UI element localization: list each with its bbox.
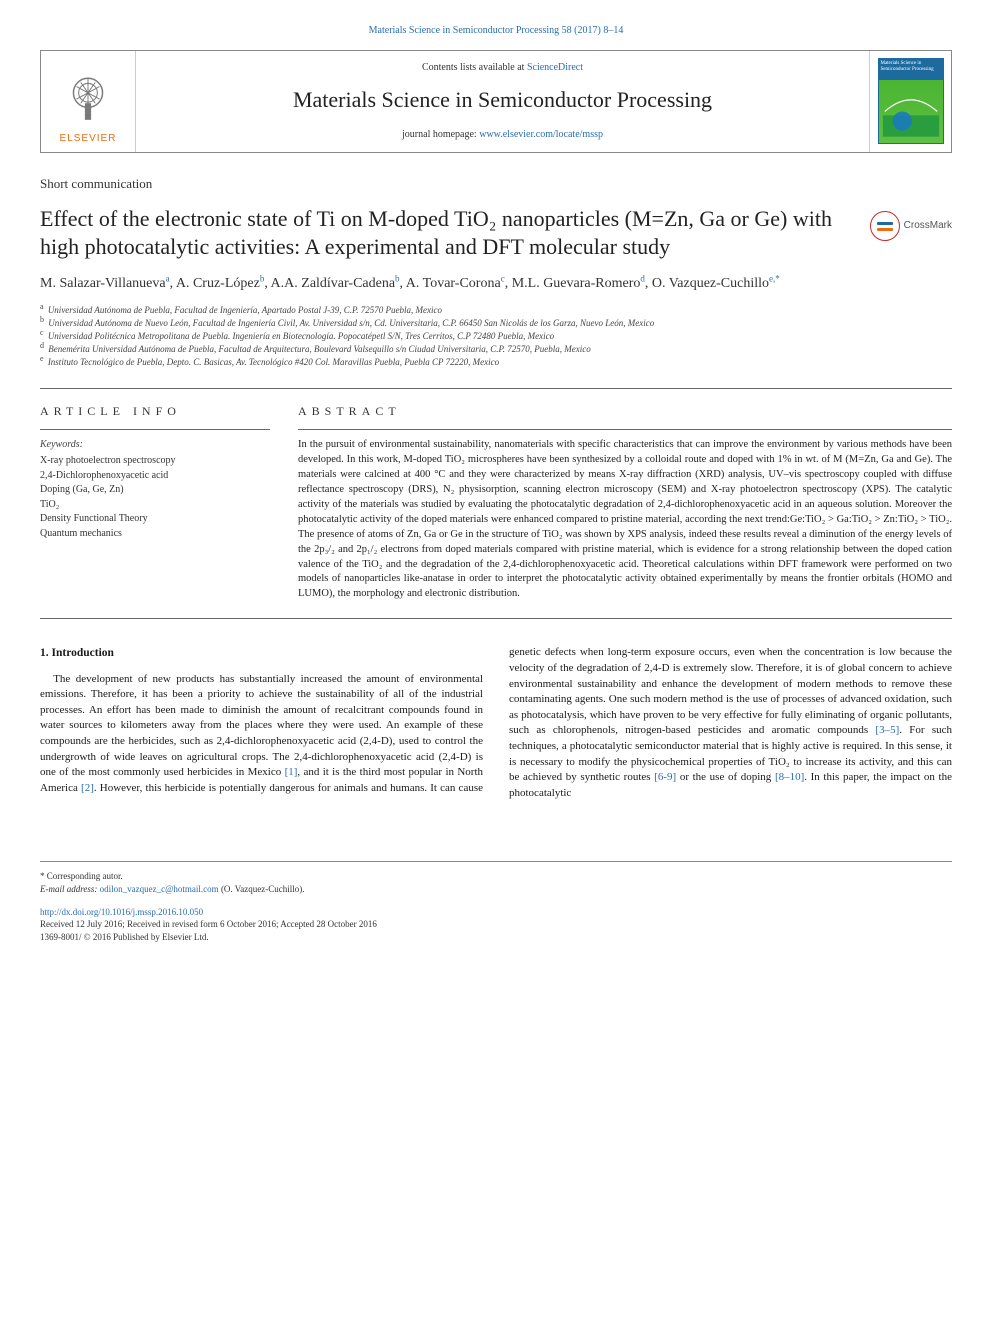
keyword-item: Doping (Ga, Ge, Zn) [40, 483, 270, 498]
abstract-heading: ABSTRACT [298, 403, 952, 420]
citation-link[interactable]: [3–5] [875, 724, 899, 736]
keyword-item: Density Functional Theory [40, 512, 270, 527]
author-list: M. Salazar-Villanuevaa, A. Cruz-Lópezb, … [40, 273, 952, 294]
keyword-item: Quantum mechanics [40, 527, 270, 542]
article-history: Received 12 July 2016; Received in revis… [40, 918, 952, 931]
crossmark-icon [870, 211, 900, 241]
running-head: Materials Science in Semiconductor Proce… [40, 24, 952, 38]
journal-header: ELSEVIER Contents lists available at Sci… [40, 50, 952, 153]
abstract-text: In the pursuit of environmental sustaina… [298, 438, 952, 602]
article-title: Effect of the electronic state of Ti on … [40, 205, 856, 261]
affiliation-line: d Benemérita Universidad Autónoma de Pue… [40, 343, 952, 356]
journal-cover-thumbnail: Materials Science in Semiconductor Proce… [878, 58, 944, 144]
keywords-list: X-ray photoelectron spectroscopy2,4-Dich… [40, 454, 270, 541]
contents-prefix: Contents lists available at [422, 62, 527, 73]
keyword-item: X-ray photoelectron spectroscopy [40, 454, 270, 469]
cover-thumb-block: Materials Science in Semiconductor Proce… [869, 51, 951, 152]
email-link[interactable]: odilon_vazquez_c@hotmail.com [100, 884, 219, 894]
cover-art [879, 80, 943, 143]
affiliation-line: e Instituto Tecnológico de Puebla, Depto… [40, 356, 952, 369]
email-label: E-mail address: [40, 884, 100, 894]
article-info-column: ARTICLE INFO Keywords: X-ray photoelectr… [40, 403, 270, 603]
homepage-line: journal homepage: www.elsevier.com/locat… [402, 128, 603, 142]
copyright-line: 1369-8001/ © 2016 Published by Elsevier … [40, 931, 952, 944]
homepage-prefix: journal homepage: [402, 129, 479, 140]
doi-link[interactable]: http://dx.doi.org/10.1016/j.mssp.2016.10… [40, 907, 203, 917]
keyword-item: TiO₂ [40, 498, 270, 513]
contents-available-line: Contents lists available at ScienceDirec… [422, 61, 583, 75]
article-type-label: Short communication [40, 175, 952, 193]
affiliation-line: c Universidad Politécnica Metropolitana … [40, 330, 952, 343]
affiliations-block: a Universidad Autónoma de Puebla, Facult… [40, 304, 952, 369]
footer-block: * Corresponding autor. E-mail address: o… [40, 861, 952, 943]
body-text: 1. Introduction The development of new p… [40, 645, 952, 801]
citation-link[interactable]: [2] [81, 782, 94, 794]
affiliation-line: a Universidad Autónoma de Puebla, Facult… [40, 304, 952, 317]
keyword-item: 2,4-Dichlorophenoxyacetic acid [40, 469, 270, 484]
citation-link[interactable]: [6-9] [654, 771, 676, 783]
keywords-label: Keywords: [40, 438, 270, 452]
header-center: Contents lists available at ScienceDirec… [136, 51, 869, 152]
crossmark-badge[interactable]: CrossMark [870, 211, 952, 241]
divider [40, 429, 270, 430]
cover-title-text: Materials Science in Semiconductor Proce… [879, 59, 943, 80]
publisher-logo-block: ELSEVIER [41, 51, 136, 152]
article-info-heading: ARTICLE INFO [40, 403, 270, 420]
publisher-name: ELSEVIER [60, 132, 117, 146]
journal-name: Materials Science in Semiconductor Proce… [293, 85, 712, 116]
affiliation-line: b Universidad Autónoma de Nuevo León, Fa… [40, 317, 952, 330]
section-heading: 1. Introduction [40, 645, 483, 661]
citation-link[interactable]: [1] [285, 766, 298, 778]
corresponding-author-note: * Corresponding autor. [40, 870, 952, 883]
divider [40, 618, 952, 619]
homepage-link[interactable]: www.elsevier.com/locate/mssp [479, 129, 603, 140]
divider [298, 429, 952, 430]
abstract-column: ABSTRACT In the pursuit of environmental… [298, 403, 952, 603]
crossmark-label: CrossMark [904, 219, 952, 233]
email-attribution: (O. Vazquez-Cuchillo). [219, 884, 305, 894]
elsevier-tree-icon [58, 68, 118, 128]
email-line: E-mail address: odilon_vazquez_c@hotmail… [40, 883, 952, 896]
sciencedirect-link[interactable]: ScienceDirect [527, 62, 583, 73]
citation-link[interactable]: [8–10] [775, 771, 804, 783]
body-paragraph: The development of new products has subs… [40, 645, 952, 801]
